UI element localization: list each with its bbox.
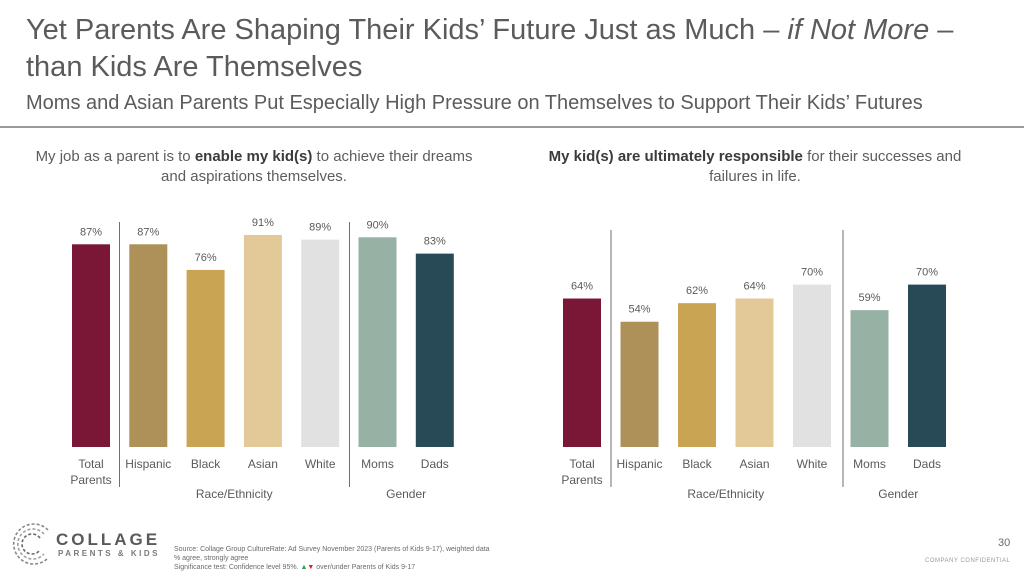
left-bar-black xyxy=(186,269,225,447)
collage-logo-icon xyxy=(12,523,49,565)
slide-subtitle: Moms and Asian Parents Put Especially Hi… xyxy=(26,92,923,114)
footnote-measure: % agree, strongly agree xyxy=(174,555,249,562)
right-value-label: 70% xyxy=(916,267,938,279)
title-part1: Yet Parents Are Shaping Their Kids’ Futu… xyxy=(26,14,780,46)
left-tick-label: Parents xyxy=(70,473,111,487)
right-bar-white xyxy=(793,284,831,447)
left-chart-heading: My job as a parent is to enable my kid(s… xyxy=(34,147,474,187)
right-bar-moms xyxy=(850,310,889,447)
footnote-source: Source: Collage Group CultureRate: Ad Su… xyxy=(174,546,490,553)
right-value-label: 59% xyxy=(858,292,880,304)
left-value-label: 89% xyxy=(309,222,331,234)
left-bar-white xyxy=(301,239,340,447)
left-bar-dads xyxy=(415,253,454,447)
right-value-label: 62% xyxy=(686,285,708,297)
left-tick-label: Black xyxy=(191,457,221,471)
left-tick-label: Asian xyxy=(248,457,278,471)
left-value-label: 87% xyxy=(137,226,159,238)
right-chart-heading: My kid(s) are ultimately responsible for… xyxy=(535,147,975,187)
left-heading-pre: My job as a parent is to xyxy=(35,148,195,165)
slide-title: Yet Parents Are Shaping Their Kids’ Futu… xyxy=(26,12,1006,86)
right-bar-dads xyxy=(908,284,946,447)
left-bar-asian xyxy=(243,234,282,447)
page-number: 30 xyxy=(998,537,1011,549)
left-heading-bold: enable my kid(s) xyxy=(194,148,313,165)
footnote: Source: Collage Group CultureRate: Ad Su… xyxy=(174,545,614,572)
left-tick-label: Moms xyxy=(361,457,394,471)
logo-wordmark: COLLAGE xyxy=(56,530,161,549)
footnote-sig-pre: Significance test: Confidence level 95%. xyxy=(174,564,301,571)
right-tick-label: Black xyxy=(682,457,712,471)
left-value-label: 76% xyxy=(195,252,217,264)
left-value-label: 90% xyxy=(366,219,388,231)
left-bar-moms xyxy=(358,237,397,447)
title-line2: than Kids Are Themselves xyxy=(26,51,363,83)
right-tick-label: Asian xyxy=(739,457,769,471)
right-bar-hispanic xyxy=(620,321,659,447)
right-tick-label: Hispanic xyxy=(616,457,662,471)
left-tick-label: Total xyxy=(78,457,103,471)
right-group-label: Race/Ethnicity xyxy=(687,487,764,501)
right-value-label: 70% xyxy=(801,267,823,279)
left-group-label: Gender xyxy=(386,487,426,501)
right-tick-label: White xyxy=(797,457,828,471)
left-bar-hispanic xyxy=(129,244,168,447)
left-heading-post: to achieve their dreams and aspirations … xyxy=(161,148,473,185)
left-group-label: Race/Ethnicity xyxy=(196,487,273,501)
left-tick-label: White xyxy=(305,457,336,471)
left-value-label: 87% xyxy=(80,226,102,238)
right-heading-bold: My kid(s) are ultimately responsible xyxy=(548,148,803,165)
right-tick-label: Total xyxy=(569,457,594,471)
logo-tagline: PARENTS & KIDS xyxy=(58,549,160,558)
right-bar-asian xyxy=(735,298,774,447)
left-value-label: 83% xyxy=(424,236,446,248)
right-bar-black xyxy=(678,303,716,447)
right-heading-post: for their successes and failures in life… xyxy=(709,148,962,185)
left-bar-total-parents xyxy=(72,244,110,447)
right-group-label: Gender xyxy=(878,487,918,501)
right-value-label: 64% xyxy=(571,281,593,293)
title-emphasis: if Not More xyxy=(787,14,930,46)
up-arrow-icon: ▲ xyxy=(300,564,308,571)
header-divider xyxy=(0,126,1024,128)
footnote-sig-post: over/under Parents of Kids 9-17 xyxy=(314,564,416,571)
right-value-label: 64% xyxy=(743,281,765,293)
confidential-label: COMPANY CONFIDENTIAL xyxy=(925,558,1011,564)
down-arrow-icon: ▼ xyxy=(307,564,315,571)
title-part2: – xyxy=(937,14,954,46)
right-value-label: 54% xyxy=(628,304,650,316)
right-bar-total-parents xyxy=(563,298,601,447)
footnote-significance: Significance test: Confidence level 95%.… xyxy=(174,563,614,572)
left-tick-label: Hispanic xyxy=(125,457,171,471)
left-tick-label: Dads xyxy=(421,457,449,471)
left-value-label: 91% xyxy=(252,217,274,229)
right-tick-label: Moms xyxy=(853,457,886,471)
right-tick-label: Parents xyxy=(561,473,602,487)
right-tick-label: Dads xyxy=(913,457,941,471)
